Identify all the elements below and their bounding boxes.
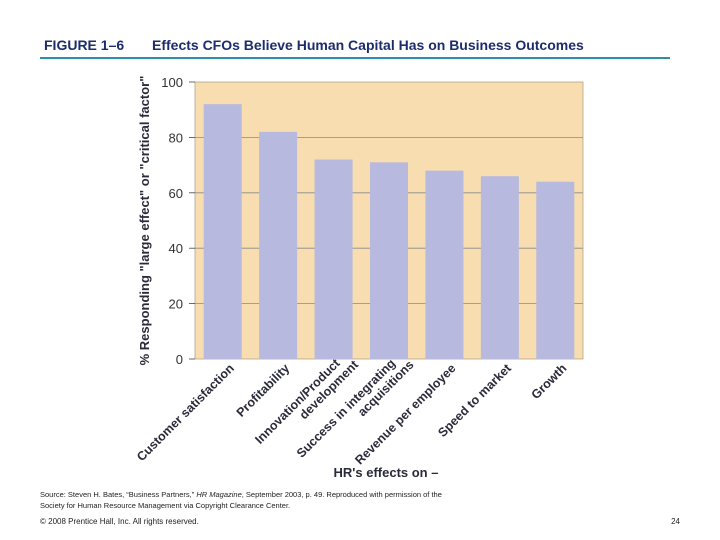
x-axis-label: HR's effects on – (334, 465, 439, 480)
x-tick-label: Growth (529, 361, 570, 402)
bar (425, 170, 464, 359)
y-tick-label: 20 (169, 297, 183, 312)
bar (259, 131, 298, 359)
y-tick-label: 80 (169, 130, 183, 145)
y-tick-label: 0 (176, 352, 183, 367)
source-magazine: HR Magazine (196, 490, 242, 499)
bar (480, 176, 519, 359)
y-tick-label: 40 (169, 241, 183, 256)
bar (536, 181, 575, 359)
x-tick-label-line: Growth (529, 361, 570, 402)
figure-title: Effects CFOs Believe Human Capital Has o… (152, 37, 584, 53)
copyright-notice: © 2008 Prentice Hall, Inc. All rights re… (40, 517, 199, 526)
y-axis-label: % Responding "large effect" or "critical… (137, 76, 152, 366)
figure-label: FIGURE 1–6 (44, 37, 125, 53)
y-tick-label: 60 (169, 186, 183, 201)
source-prefix: Source: Steven H. Bates, “Business Partn… (40, 490, 197, 499)
y-tick-label: 100 (161, 75, 183, 90)
source-note: Source: Steven H. Bates, “Business Partn… (40, 489, 460, 511)
source-suffix: , September 2003, p. 49. Reproduced with… (40, 490, 442, 510)
bar (370, 162, 408, 359)
x-tick-label: Customer satisfaction (134, 361, 237, 464)
x-tick-label-line: Customer satisfaction (134, 361, 237, 464)
page-number: 24 (671, 517, 680, 526)
bar (203, 104, 242, 359)
bar (314, 159, 353, 359)
figure-header: FIGURE 1–6 Effects CFOs Believe Human Ca… (40, 35, 670, 59)
